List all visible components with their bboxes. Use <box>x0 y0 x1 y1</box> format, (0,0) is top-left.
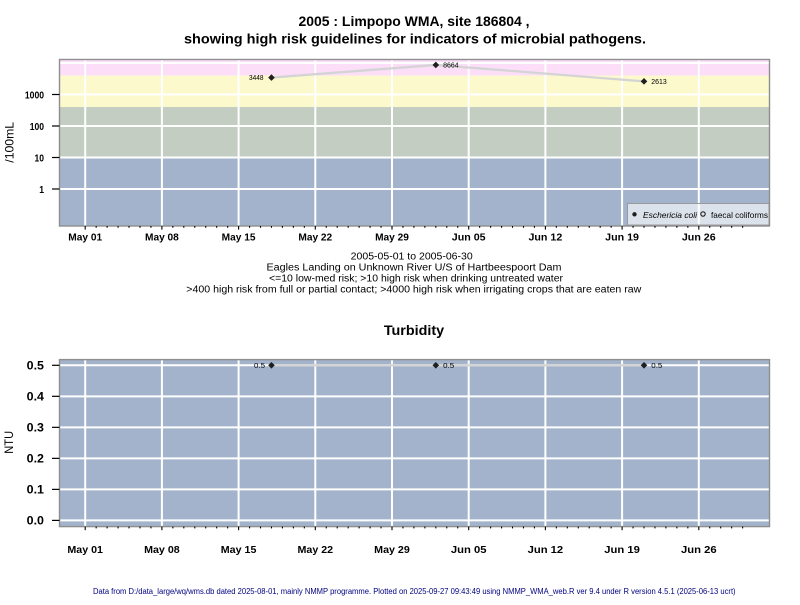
svg-text:0.5: 0.5 <box>443 363 454 370</box>
svg-text:Data from D:/data_large/wq/wms: Data from D:/data_large/wq/wms.db dated … <box>93 587 736 596</box>
svg-text:May 15: May 15 <box>221 544 257 556</box>
svg-text:0.2: 0.2 <box>27 452 45 466</box>
svg-text:<=10 low-med risk; >10 high ri: <=10 low-med risk; >10 high risk when dr… <box>269 274 564 285</box>
svg-text:0.0: 0.0 <box>27 514 45 528</box>
svg-text:NTU: NTU <box>2 431 16 454</box>
svg-text:May 08: May 08 <box>145 232 179 243</box>
svg-text:Jun 12: Jun 12 <box>528 232 562 243</box>
svg-text:/100mL: /100mL <box>3 122 17 163</box>
svg-text:1: 1 <box>39 184 44 196</box>
svg-text:Turbidity: Turbidity <box>384 322 445 338</box>
svg-text:Eschericia coli: Eschericia coli <box>643 210 698 220</box>
svg-text:0.3: 0.3 <box>27 421 45 435</box>
svg-text:May 29: May 29 <box>374 544 410 556</box>
svg-text:May 01: May 01 <box>68 232 102 243</box>
svg-text:May 01: May 01 <box>67 544 103 556</box>
svg-text:0.1: 0.1 <box>27 483 45 497</box>
svg-text:2005-05-01 to 2005-06-30: 2005-05-01 to 2005-06-30 <box>351 252 473 263</box>
svg-text:0.5: 0.5 <box>651 363 662 370</box>
svg-text:showing high risk guidelines f: showing high risk guidelines for indicat… <box>184 32 646 47</box>
svg-text:2613: 2613 <box>651 79 667 86</box>
svg-text:100: 100 <box>30 121 44 133</box>
svg-text:0.5: 0.5 <box>254 363 265 370</box>
svg-text:faecal coliforms: faecal coliforms <box>711 210 768 220</box>
svg-text:8664: 8664 <box>443 62 459 69</box>
svg-text:May 08: May 08 <box>144 544 180 556</box>
svg-text:0.4: 0.4 <box>27 390 45 404</box>
svg-text:May 15: May 15 <box>222 232 256 243</box>
svg-text:Jun 05: Jun 05 <box>451 544 487 556</box>
svg-text:May 22: May 22 <box>298 232 332 243</box>
svg-text:10: 10 <box>35 153 45 165</box>
svg-text:0.5: 0.5 <box>27 359 45 373</box>
svg-text:Jun 26: Jun 26 <box>682 232 716 243</box>
svg-text:1000: 1000 <box>25 90 44 102</box>
svg-text:3448: 3448 <box>249 75 264 82</box>
svg-text:Eagles Landing on Unknown Rive: Eagles Landing on Unknown River U/S of H… <box>267 263 562 274</box>
svg-text:>400 high risk from full or pa: >400 high risk from full or partial cont… <box>186 285 642 296</box>
svg-text:May 29: May 29 <box>375 232 409 243</box>
svg-text:Jun 19: Jun 19 <box>605 232 639 243</box>
svg-text:Jun 05: Jun 05 <box>452 232 486 243</box>
svg-text:May 22: May 22 <box>298 544 334 556</box>
svg-text:Jun 19: Jun 19 <box>604 544 640 556</box>
svg-text:Jun 12: Jun 12 <box>528 544 564 556</box>
svg-text:2005 : Limpopo WMA, site 18680: 2005 : Limpopo WMA, site 186804 , <box>299 14 530 29</box>
svg-text:Jun 26: Jun 26 <box>681 544 717 556</box>
